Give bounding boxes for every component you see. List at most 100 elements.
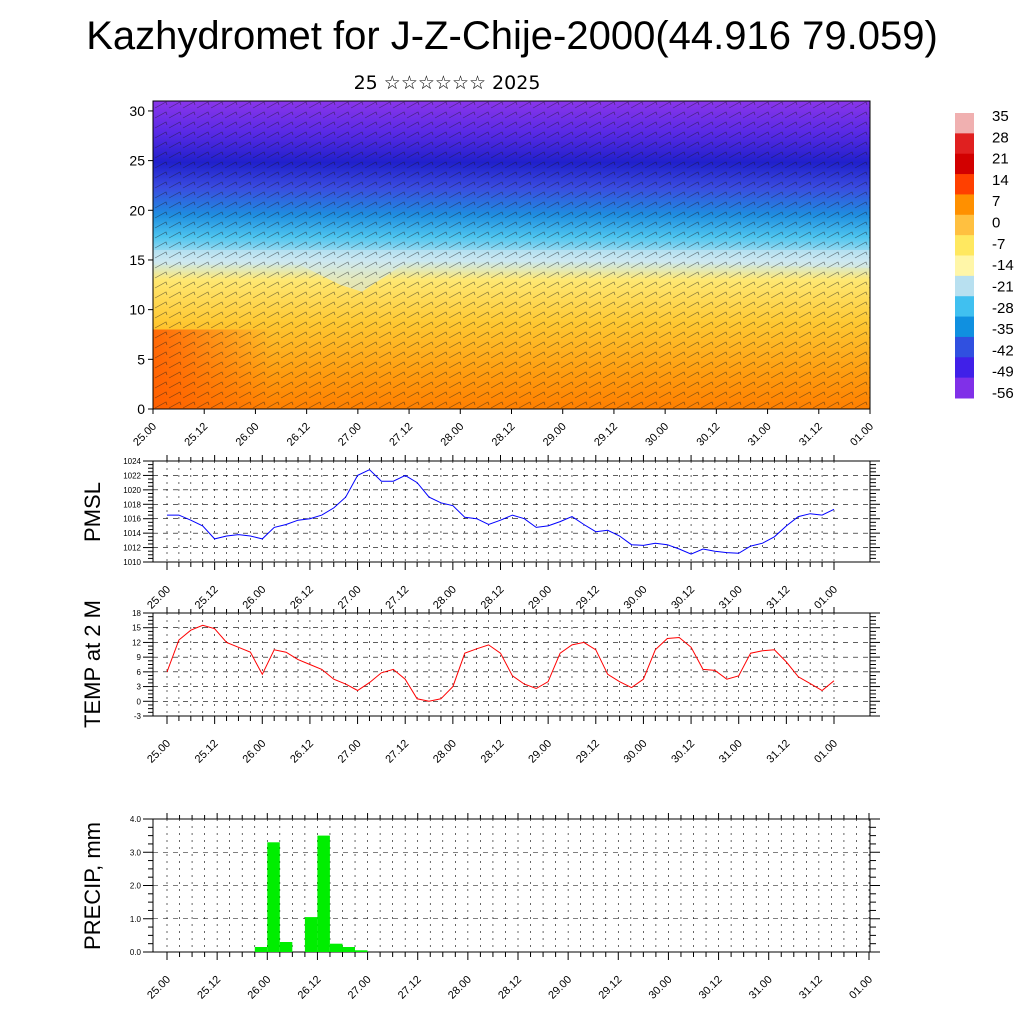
heatmap-xtick-label: 26.00 [234, 421, 262, 449]
colorbar-label: 35 [992, 108, 1009, 125]
heatmap-xtick-label: 28.12 [490, 421, 518, 449]
heatmap-ytick-label: 10 [129, 302, 145, 318]
precip-xtick-label: 31.00 [747, 974, 775, 1002]
pmsl-xtick-label: 28.00 [431, 584, 459, 612]
colorbar-swatch [955, 296, 974, 318]
heatmap-xtick-label: 25.00 [131, 421, 159, 449]
colorbar-label: -56 [992, 385, 1014, 402]
precip-frame [152, 818, 871, 953]
colorbar-swatch [955, 275, 974, 297]
heatmap-xtick-label: 27.12 [387, 421, 415, 449]
pmsl-xtick-label: 27.12 [383, 584, 411, 612]
precip-xtick-label: 25.00 [145, 974, 173, 1002]
pmsl-xtick-label: 31.12 [765, 584, 793, 612]
precip-bar [254, 947, 268, 952]
colorbar: 35 28 21 14 7 0 -7 -14 -21 -28 -35 -42 -49 -56 [955, 108, 1014, 402]
colorbar-swatch [955, 174, 974, 195]
colorbar-swatch [955, 336, 974, 358]
temp-xtick-label: 25.00 [145, 738, 173, 766]
heatmap-ytick-label: 5 [137, 351, 145, 367]
colorbar-swatch [955, 113, 974, 134]
colorbar-swatch [955, 133, 974, 155]
pmsl-ytick-label: 1016 [123, 515, 141, 524]
colorbar-label: 0 [992, 215, 1000, 232]
temp-ytick-label: 3 [137, 683, 142, 692]
temp-xtick-label: 27.12 [383, 738, 411, 766]
colorbar-label: -14 [992, 257, 1014, 274]
pmsl-ytick-label: 1020 [123, 486, 141, 495]
precip-ytick-label: 1.0 [130, 915, 142, 924]
heatmap-ytick-label: 25 [129, 153, 145, 169]
temp-panel: -3 0 3 6 9 12 15 18 25.00 25.12 26.00 26.12 27.00 27.… [80, 600, 880, 766]
colorbar-swatch [955, 377, 974, 399]
temp-xtick-label: 28.00 [431, 738, 459, 766]
pmsl-xtick-label: 30.12 [669, 584, 697, 612]
pmsl-ytick-label: 1012 [123, 544, 141, 553]
heatmap-ytick-label: 30 [129, 103, 145, 119]
pmsl-xtick-label: 25.12 [193, 584, 221, 612]
pmsl-xtick-label: 26.00 [240, 584, 268, 612]
heatmap-ytick-label: 20 [129, 202, 145, 218]
precip-xtick-label: 31.12 [797, 974, 825, 1002]
precip-ytick-label: 4.0 [130, 815, 142, 824]
colorbar-label: -42 [992, 342, 1014, 359]
precip-ytick-label: 0.0 [130, 948, 142, 957]
colorbar-label: -21 [992, 278, 1014, 295]
precip-xtick-label: 29.12 [596, 974, 624, 1002]
precip-bar [342, 947, 355, 952]
precip-xtick-label: 30.12 [697, 974, 725, 1002]
colorbar-label: -28 [992, 300, 1014, 317]
temp-ytick-label: -3 [134, 712, 142, 721]
temp-xtick-label: 30.12 [669, 738, 697, 766]
pmsl-xtick-label: 01.00 [812, 584, 840, 612]
pmsl-ytick-label: 1024 [123, 457, 141, 466]
temp-ytick-label: 0 [137, 697, 142, 706]
precip-bar [279, 942, 293, 952]
colorbar-swatch [955, 194, 974, 216]
temp-ytick-label: 9 [137, 653, 142, 662]
heatmap-xtick-label: 31.12 [797, 421, 825, 449]
colorbar-label: -35 [992, 321, 1014, 338]
wind-barbs [153, 101, 870, 409]
colorbar-label: -7 [992, 236, 1005, 253]
pmsl-xtick-label: 29.00 [526, 584, 554, 612]
precip-ytick-label: 2.0 [130, 882, 142, 891]
colorbar-swatch [955, 153, 974, 175]
precip-xtick-label: 26.12 [296, 974, 324, 1002]
precip-ylabel: PRECIP, mm [80, 822, 105, 950]
colorbar-swatch [955, 357, 974, 379]
chart-title: Kazhydromet for J-Z-Chije-2000(44.916 79… [86, 14, 938, 58]
precip-bar [317, 835, 330, 952]
heatmap-xtick-label: 27.00 [336, 421, 364, 449]
colorbar-label: 14 [992, 172, 1009, 189]
pmsl-xtick-label: 27.00 [336, 584, 364, 612]
precip-ytick-label: 3.0 [130, 848, 142, 857]
pmsl-xtick-label: 26.12 [288, 584, 316, 612]
colorbar-label: 7 [992, 193, 1000, 210]
precip-panel: 0.0 1.0 2.0 3.0 4.0 25.00 25.12 26.00 26.12 27.00… [80, 813, 880, 1002]
pmsl-panel: 1010 1012 1014 1016 1018 1020 1022 1024 25.00 25.… [80, 455, 880, 612]
precip-xtick-label: 28.00 [446, 974, 474, 1002]
temp-ytick-label: 12 [132, 638, 141, 647]
chart-subtitle: 25 ☆☆☆☆☆☆ 2025 [353, 72, 541, 94]
temp-ylabel: TEMP at 2 M [80, 600, 105, 728]
precip-bar [304, 917, 318, 952]
temp-xtick-label: 26.12 [288, 738, 316, 766]
pmsl-ytick-label: 1014 [123, 529, 141, 538]
precip-bar [267, 842, 280, 952]
heatmap-xtick-label: 26.12 [285, 421, 313, 449]
temp-ytick-label: 6 [137, 668, 142, 677]
pmsl-line [167, 469, 835, 555]
precip-bar [355, 950, 368, 952]
pmsl-xtick-label: 30.00 [622, 584, 650, 612]
temp-ytick-label: 15 [132, 624, 141, 633]
heatmap-ytick-label: 15 [129, 252, 145, 268]
heatmap-xtick-label: 28.00 [438, 421, 466, 449]
temp-xtick-label: 27.00 [336, 738, 364, 766]
temperature-heatmap-panel: 0 5 10 15 20 25 30 25.00 25.12 26.00 26.12 27.00 27.… [129, 100, 876, 449]
pmsl-ytick-label: 1022 [123, 471, 141, 480]
pmsl-ytick-label: 1010 [123, 558, 141, 567]
colorbar-swatch [955, 214, 974, 236]
temp-xtick-label: 31.00 [717, 738, 745, 766]
